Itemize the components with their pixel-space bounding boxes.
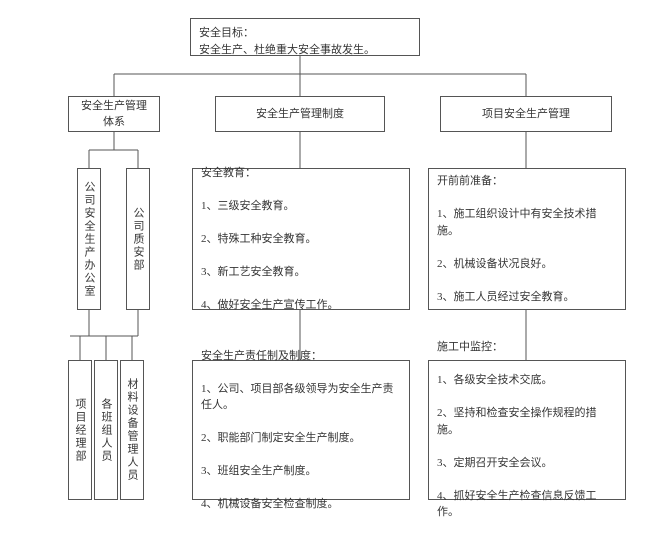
node-material-equipment-staff: 材料设备管理人员 — [120, 360, 144, 500]
construction-monitoring-l2: 2、坚持和检查安全操作规程的措施。 — [437, 405, 617, 438]
system-label: 安全生产管理 体系 — [81, 98, 147, 131]
preconstruction-prep-title: 开前前准备： — [437, 173, 617, 190]
team-members-label: 各班组人员 — [98, 398, 114, 463]
node-preconstruction-prep: 开前前准备： 1、施工组织设计中有安全技术措施。 2、机械设备状况良好。 3、施… — [428, 168, 626, 310]
company-safety-office-label: 公司安全生产办公室 — [81, 181, 97, 298]
safety-education-body: 安全教育： 1、三级安全教育。 2、特殊工种安全教育。 3、新工艺安全教育。 4… — [201, 148, 339, 330]
safety-education-l2: 2、特殊工种安全教育。 — [201, 231, 339, 248]
project-manager-dept-label: 项目经理部 — [72, 398, 88, 463]
construction-monitoring-l4: 4、抓好安全生产检查信息反馈工作。 — [437, 488, 617, 521]
node-company-safety-office: 公司安全生产办公室 — [77, 168, 101, 310]
node-project: 项目安全生产管理 — [440, 96, 612, 132]
node-safety-education: 安全教育： 1、三级安全教育。 2、特殊工种安全教育。 3、新工艺安全教育。 4… — [192, 168, 410, 310]
node-goal: 安全目标： 安全生产、杜绝重大安全事故发生。 — [190, 18, 420, 56]
preconstruction-prep-l1: 1、施工组织设计中有安全技术措施。 — [437, 206, 617, 239]
responsibility-system-l2: 2、职能部门制定安全生产制度。 — [201, 430, 401, 447]
construction-monitoring-body: 施工中监控： 1、各级安全技术交底。 2、坚持和检查安全操作规程的措施。 3、定… — [437, 323, 617, 537]
safety-education-l4: 4、做好安全生产宣传工作。 — [201, 297, 339, 314]
responsibility-system-l3: 3、班组安全生产制度。 — [201, 463, 401, 480]
goal-text: 安全目标： 安全生产、杜绝重大安全事故发生。 — [199, 25, 375, 58]
node-construction-monitoring: 施工中监控： 1、各级安全技术交底。 2、坚持和检查安全操作规程的措施。 3、定… — [428, 360, 626, 500]
safety-education-l3: 3、新工艺安全教育。 — [201, 264, 339, 281]
construction-monitoring-l3: 3、定期召开安全会议。 — [437, 455, 617, 472]
responsibility-system-body: 安全生产责任制及制度： 1、公司、项目部各级领导为安全生产责任人。 2、职能部门… — [201, 331, 401, 529]
node-project-manager-dept: 项目经理部 — [68, 360, 92, 500]
construction-monitoring-title: 施工中监控： — [437, 339, 617, 356]
preconstruction-prep-l3: 3、施工人员经过安全教育。 — [437, 289, 617, 306]
safety-education-l1: 1、三级安全教育。 — [201, 198, 339, 215]
node-responsibility-system: 安全生产责任制及制度： 1、公司、项目部各级领导为安全生产责任人。 2、职能部门… — [192, 360, 410, 500]
project-label: 项目安全生产管理 — [482, 106, 570, 123]
material-equipment-staff-label: 材料设备管理人员 — [124, 378, 140, 482]
responsibility-system-l1: 1、公司、项目部各级领导为安全生产责任人。 — [201, 381, 401, 414]
responsibility-system-l4: 4、机械设备安全检查制度。 — [201, 496, 401, 513]
node-company-qa-dept: 公司质安部 — [126, 168, 150, 310]
node-team-members: 各班组人员 — [94, 360, 118, 500]
preconstruction-prep-l2: 2、机械设备状况良好。 — [437, 256, 617, 273]
node-system: 安全生产管理 体系 — [68, 96, 160, 132]
node-regulation: 安全生产管理制度 — [215, 96, 385, 132]
responsibility-system-title: 安全生产责任制及制度： — [201, 348, 401, 365]
preconstruction-prep-body: 开前前准备： 1、施工组织设计中有安全技术措施。 2、机械设备状况良好。 3、施… — [437, 157, 617, 322]
construction-monitoring-l1: 1、各级安全技术交底。 — [437, 372, 617, 389]
company-qa-dept-label: 公司质安部 — [130, 207, 146, 272]
safety-education-title: 安全教育： — [201, 165, 339, 182]
regulation-label: 安全生产管理制度 — [256, 106, 344, 123]
